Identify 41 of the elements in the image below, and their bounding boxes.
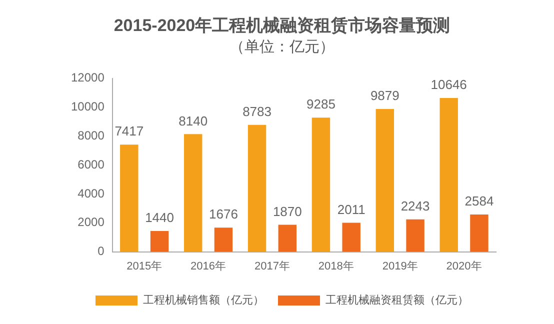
data-label: 7417 xyxy=(114,124,144,139)
bar xyxy=(214,228,233,252)
bar xyxy=(406,219,424,252)
y-tick-label: 0 xyxy=(98,244,105,258)
data-label: 9879 xyxy=(370,88,400,104)
bar xyxy=(184,134,202,252)
bar xyxy=(470,214,488,252)
y-tick-label: 4000 xyxy=(78,186,105,200)
x-tick-label: 2015年 xyxy=(126,260,162,272)
data-label: 1870 xyxy=(272,204,302,219)
y-tick-label: 2000 xyxy=(78,215,105,230)
y-tick-label: 6000 xyxy=(78,157,105,172)
x-tick-label: 2016年 xyxy=(190,260,226,272)
data-label: 1440 xyxy=(145,210,174,226)
y-tick-label: 8000 xyxy=(78,128,105,143)
data-label: 10646 xyxy=(430,77,467,92)
y-tick-label: 12000 xyxy=(70,70,105,85)
x-tick-label: 2018年 xyxy=(318,260,354,272)
bar xyxy=(376,109,394,252)
data-label: 2584 xyxy=(464,194,494,209)
data-label: 8140 xyxy=(178,113,208,128)
data-label: 8783 xyxy=(242,104,272,119)
bar xyxy=(120,144,138,252)
chart-title: 2015-2020年工程机械融资租赁市场容量预测 xyxy=(114,16,450,35)
x-tick-label: 2019年 xyxy=(382,260,418,272)
chart-subtitle: （单位：亿元） xyxy=(230,38,334,56)
x-tick-label: 2017年 xyxy=(254,260,290,272)
data-label: 1676 xyxy=(209,206,238,222)
bar xyxy=(150,230,169,252)
bar xyxy=(278,224,297,252)
bar xyxy=(312,118,330,252)
legend-label: 工程机械融资租赁额（亿元） xyxy=(326,294,468,307)
bar xyxy=(248,124,266,252)
legend-label: 工程机械销售额（亿元） xyxy=(143,294,264,307)
data-label: 2011 xyxy=(337,202,366,217)
data-label: 9285 xyxy=(306,96,336,112)
bar xyxy=(440,98,458,252)
y-tick-label: 10000 xyxy=(70,100,105,114)
bar xyxy=(342,222,360,252)
x-tick-label: 2020年 xyxy=(446,260,482,272)
data-label: 2243 xyxy=(400,198,430,214)
